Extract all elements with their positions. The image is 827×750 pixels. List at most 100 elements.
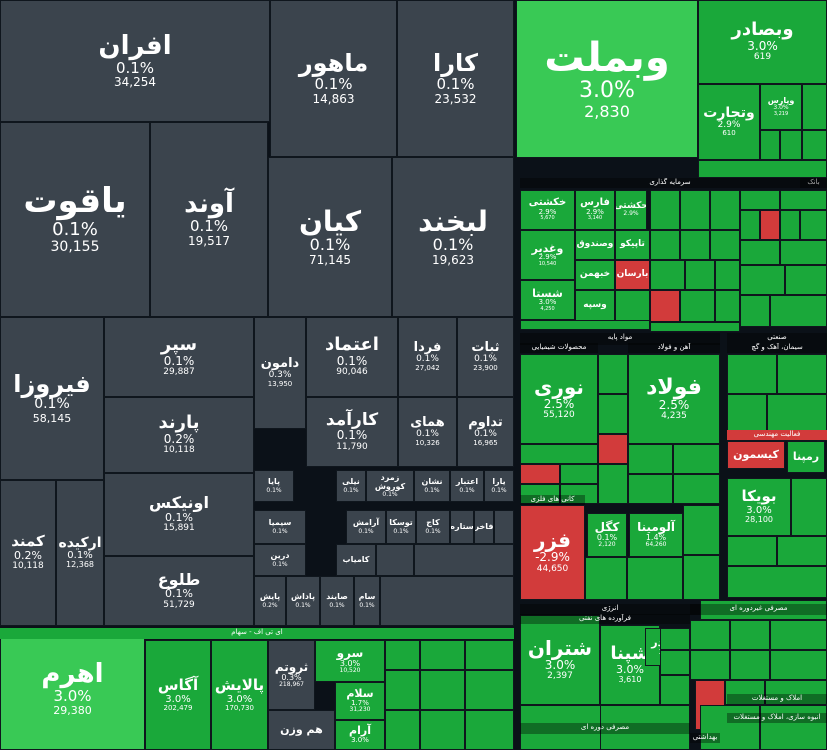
tile-neshan[interactable]: نشان 0.1% xyxy=(414,470,450,502)
mini-tile[interactable] xyxy=(598,394,628,434)
mini-tile[interactable] xyxy=(465,710,514,750)
tile-arman[interactable]: آرام 3.0% xyxy=(335,720,385,750)
tile-onix[interactable]: اونیکس 0.1% 15,891 xyxy=(104,473,254,556)
tile-padash[interactable]: پاداش 0.1% xyxy=(286,576,320,626)
tile-vetejarat[interactable]: وتجارت 2.9% 610 xyxy=(698,84,760,160)
tile-vabemellat[interactable]: وبملت 3.0% 2,830 xyxy=(516,0,698,158)
tile-yaghout[interactable]: یاقوت 0.1% 30,155 xyxy=(0,122,150,317)
tile-zarkorosh[interactable]: زمرد کوروش 0.1% xyxy=(366,470,414,502)
mini-tile[interactable] xyxy=(520,444,598,464)
tile-parand[interactable]: پارند 0.2% 10,118 xyxy=(104,397,254,473)
mini-tile[interactable] xyxy=(727,536,777,566)
mini-tile[interactable] xyxy=(598,354,628,394)
tile-kamand[interactable]: کمند 0.2% 10,118 xyxy=(0,480,56,626)
mini-tile[interactable] xyxy=(780,190,827,210)
mini-tile[interactable] xyxy=(740,240,780,265)
mini-tile[interactable] xyxy=(690,650,730,680)
mini-tile[interactable] xyxy=(700,705,760,750)
mini-tile[interactable] xyxy=(627,557,683,600)
tile-simia[interactable]: سیمیا 0.1% xyxy=(254,510,306,544)
tile-sarvat[interactable]: ثروتم 0.3% 218,967 xyxy=(268,640,315,710)
tile-aharam[interactable]: اهرم 3.0% 29,380 xyxy=(0,628,145,750)
mini-tile[interactable] xyxy=(494,510,514,544)
tile-sayyedin[interactable]: صایند 0.1% xyxy=(320,576,354,626)
tile-labkhand[interactable]: لبخند 0.1% 19,623 xyxy=(392,157,514,317)
mini-tile[interactable] xyxy=(660,628,690,650)
mini-tile[interactable] xyxy=(420,670,465,710)
tile-mahour[interactable]: ماهور 0.1% 14,863 xyxy=(270,0,397,157)
tile-baya[interactable]: پایا 0.1% xyxy=(254,470,294,502)
tile-tadavom[interactable]: تداوم 0.1% 16,965 xyxy=(457,397,514,467)
mini-tile[interactable] xyxy=(465,670,514,710)
tile-barsan[interactable]: بارسان xyxy=(615,260,650,290)
tile-shetran[interactable]: شتران 3.0% 2,397 xyxy=(520,615,600,705)
mini-tile[interactable] xyxy=(615,290,650,322)
mini-tile[interactable] xyxy=(680,290,715,322)
tile-kaj[interactable]: کاج 0.1% xyxy=(416,510,450,544)
tile-palayesh[interactable]: پالایش 3.0% 170,730 xyxy=(211,640,268,750)
mini-tile[interactable] xyxy=(660,675,690,705)
mini-tile[interactable] xyxy=(683,505,720,555)
mini-tile[interactable] xyxy=(770,620,827,650)
mini-tile[interactable] xyxy=(683,555,720,600)
mini-tile[interactable] xyxy=(600,705,690,750)
mini-tile[interactable] xyxy=(650,322,740,332)
mini-tile[interactable] xyxy=(770,650,827,680)
mini-tile[interactable] xyxy=(628,444,673,474)
mini-tile[interactable] xyxy=(560,484,598,504)
mini-tile[interactable] xyxy=(650,230,680,260)
mini-tile[interactable] xyxy=(760,210,780,240)
tile-etemad[interactable]: اعتماد 0.1% 90,046 xyxy=(306,317,398,397)
tile-damoun[interactable]: دامون 0.3% 13,950 xyxy=(254,317,306,429)
mini-tile[interactable] xyxy=(385,670,420,710)
mini-tile[interactable] xyxy=(680,190,710,230)
tile-setareh[interactable]: ستاره xyxy=(450,510,474,544)
mini-tile[interactable] xyxy=(740,210,760,240)
tile-arkide[interactable]: ارکیده 0.1% 12,368 xyxy=(56,480,104,626)
mini-tile[interactable] xyxy=(730,650,770,680)
mini-tile[interactable] xyxy=(420,640,465,670)
mini-tile[interactable] xyxy=(710,190,740,230)
mini-tile[interactable] xyxy=(770,295,827,327)
tile-fouladtile[interactable]: فولاد 2.5% 4,235 xyxy=(628,354,720,444)
tile-fars[interactable]: فارس 2.9% 3,140 xyxy=(575,190,615,230)
mini-tile[interactable] xyxy=(715,290,740,322)
tile-hamay[interactable]: همای 0.1% 10,326 xyxy=(398,397,457,467)
mini-tile[interactable] xyxy=(791,478,827,536)
tile-rampna[interactable]: رمپنا xyxy=(787,441,825,473)
tile-hamvazn[interactable]: هم وزن xyxy=(268,710,335,750)
tile-fazar[interactable]: فزر -2.9% 44,650 xyxy=(520,505,585,600)
tile-firouza[interactable]: فیروزا 0.1% 58,145 xyxy=(0,317,104,480)
mini-tile[interactable] xyxy=(740,295,770,327)
tile-kegol[interactable]: کگل 0.1% 2,120 xyxy=(587,513,627,557)
mini-tile[interactable] xyxy=(802,84,827,130)
tile-khekheshti[interactable]: خکشتی 2.9% 5,670 xyxy=(520,190,575,230)
mini-tile[interactable] xyxy=(520,484,560,504)
tile-aloumina[interactable]: آلومینا 1.4% 64,260 xyxy=(629,513,683,557)
tile-khebahman[interactable]: خبهمن xyxy=(575,260,615,290)
tile-kamyab[interactable]: کامیاب xyxy=(336,544,376,576)
mini-tile[interactable] xyxy=(598,434,628,464)
tile-sarv[interactable]: سرو 3.0% 10,520 xyxy=(315,640,385,682)
tile-kian[interactable]: کیان 0.1% 71,145 xyxy=(268,157,392,317)
mini-tile[interactable] xyxy=(650,260,685,290)
mini-tile[interactable] xyxy=(777,354,827,394)
tile-kara[interactable]: کارا 0.1% 23,532 xyxy=(397,0,514,157)
mini-tile[interactable] xyxy=(730,620,770,650)
tile-agas[interactable]: آگاس 3.0% 202,479 xyxy=(145,640,211,750)
tile-tapiko[interactable]: تاپیکو xyxy=(615,230,650,260)
mini-tile[interactable] xyxy=(727,354,777,394)
tile-nouri[interactable]: نوری 2.5% 55,120 xyxy=(520,354,598,444)
tile-vesapa[interactable]: وسپه xyxy=(575,290,615,322)
mini-tile[interactable] xyxy=(585,557,627,600)
mini-tile[interactable] xyxy=(598,464,628,504)
tile-fakhr[interactable]: فاخر xyxy=(474,510,494,544)
mini-tile[interactable] xyxy=(725,680,765,705)
tile-vesandouq[interactable]: وصندوق xyxy=(575,230,615,260)
tile-nili[interactable]: نیلی 0.1% xyxy=(336,470,366,502)
mini-tile[interactable] xyxy=(520,320,650,330)
mini-tile[interactable] xyxy=(673,474,720,504)
tile-salam[interactable]: سلام 1.7% 31,230 xyxy=(335,682,385,720)
mini-tile[interactable] xyxy=(760,130,780,160)
tile-aramesh[interactable]: آرامش 0.1% xyxy=(346,510,386,544)
